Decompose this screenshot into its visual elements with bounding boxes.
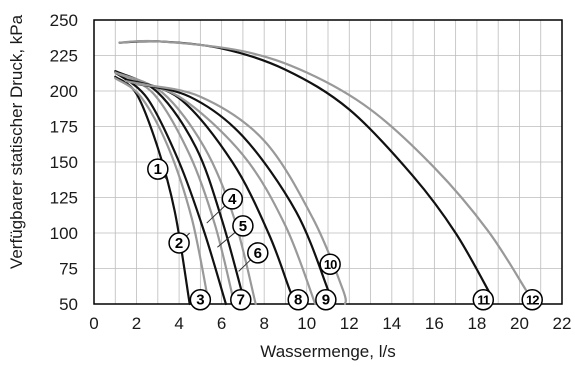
label-number: 2 — [175, 235, 183, 252]
label-circle — [189, 288, 212, 311]
label-number: 1 — [154, 161, 162, 178]
label-number: 11 — [477, 293, 490, 308]
label-circle — [287, 288, 309, 311]
curve-label-2: 2 — [168, 232, 190, 254]
curve-label-9: 9 — [315, 288, 337, 311]
x-tick-label: 6 — [217, 314, 226, 333]
label-circle — [472, 288, 495, 311]
y-tick-label: 125 — [50, 189, 78, 208]
y-axis-ticks: 50 75 100 125 150 175 200 225 250 — [50, 11, 78, 314]
x-tick-label: 4 — [174, 314, 183, 333]
y-tick-label: 200 — [50, 82, 78, 101]
curve-label-4: 4 — [221, 188, 244, 210]
label-number: 6 — [254, 245, 262, 262]
label-circle — [168, 232, 190, 254]
label-number: 10 — [324, 257, 337, 272]
label-number: 9 — [322, 292, 330, 309]
curve-10 — [135, 82, 347, 306]
x-axis-title: Wassermenge, l/s — [260, 342, 395, 361]
curve-label-1: 1 — [147, 158, 169, 180]
label-circle — [230, 288, 252, 311]
label-circle — [221, 188, 244, 210]
label-circle — [315, 288, 337, 311]
label-leader-line — [206, 205, 226, 224]
label-circle — [147, 158, 169, 180]
y-tick-label: 150 — [50, 153, 78, 172]
curve-label-10: 10 — [319, 253, 341, 275]
x-tick-label: 12 — [340, 314, 359, 333]
x-tick-label: 22 — [553, 314, 572, 333]
label-number: 4 — [228, 191, 237, 208]
label-number: 8 — [294, 292, 302, 309]
curve-label-3: 3 — [189, 288, 212, 311]
curve-label-7: 7 — [230, 288, 252, 311]
curve-2 — [114, 77, 210, 306]
label-leader-line — [238, 259, 251, 272]
label-leader-line — [186, 232, 191, 237]
x-tick-label: 20 — [510, 314, 529, 333]
label-number: 5 — [239, 218, 247, 235]
x-tick-label: 16 — [425, 314, 444, 333]
curve-label-5: 5 — [232, 215, 254, 237]
x-tick-label: 10 — [297, 314, 316, 333]
x-tick-label: 18 — [467, 314, 486, 333]
y-axis-title: Verfügbarer statischer Druck, kPa — [7, 14, 26, 269]
y-tick-label: 100 — [50, 224, 78, 243]
curve-12 — [118, 39, 527, 291]
curves — [114, 39, 527, 306]
curve-7 — [124, 78, 298, 306]
x-tick-label: 14 — [382, 314, 401, 333]
x-tick-label: 2 — [132, 314, 141, 333]
y-tick-label: 50 — [59, 295, 78, 314]
curve-label-6: 6 — [247, 242, 269, 264]
label-leader-line — [217, 231, 236, 248]
label-circle — [521, 288, 543, 311]
curve-label-8: 8 — [287, 288, 309, 311]
x-axis-ticks: 0 2 4 6 8 10 12 14 16 18 20 22 — [89, 314, 571, 333]
y-tick-label: 75 — [59, 260, 78, 279]
label-number: 12 — [526, 293, 539, 308]
curve-label-12: 12 — [521, 288, 543, 311]
curve-label-11: 11 — [472, 288, 495, 311]
label-circle — [232, 215, 254, 237]
label-circle — [319, 253, 341, 275]
label-circle — [247, 242, 269, 264]
label-number: 3 — [196, 292, 204, 309]
y-tick-label: 175 — [50, 118, 78, 137]
x-tick-label: 8 — [259, 314, 268, 333]
curve-8 — [124, 80, 317, 306]
y-tick-label: 225 — [50, 47, 78, 66]
x-tick-label: 0 — [89, 314, 98, 333]
curve-3 — [114, 71, 227, 306]
y-tick-label: 250 — [50, 11, 78, 30]
label-number: 7 — [237, 292, 245, 309]
